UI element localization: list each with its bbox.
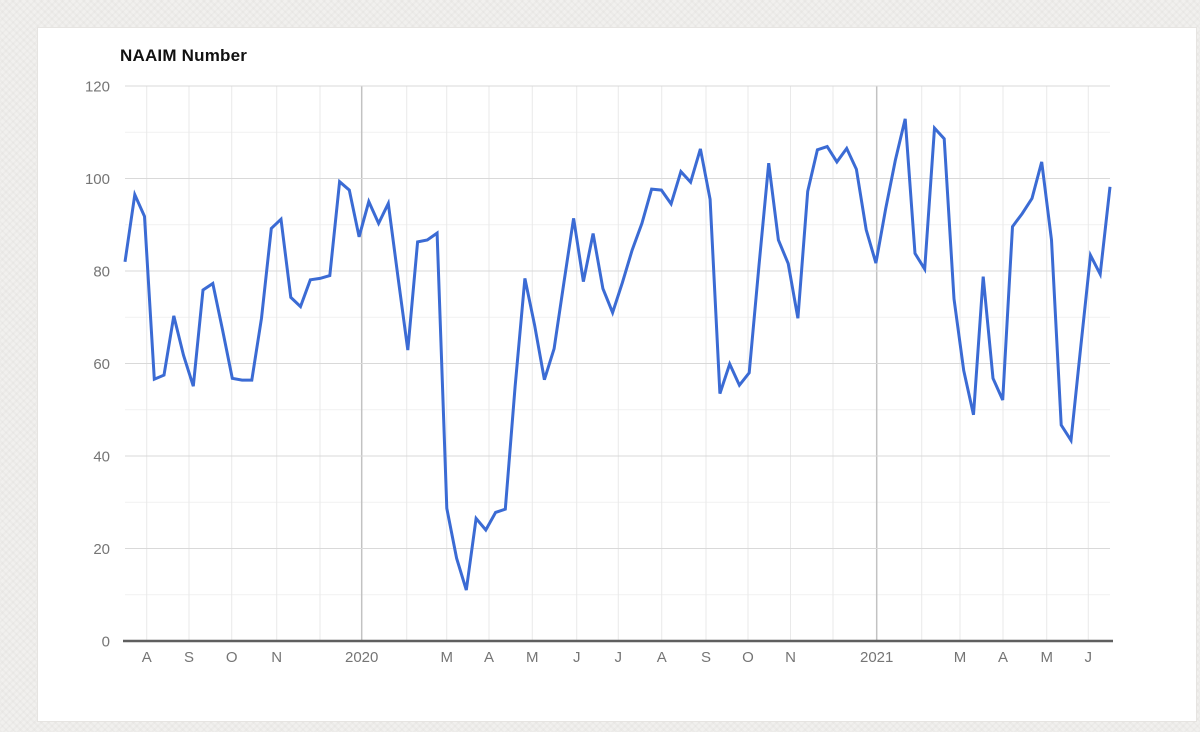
x-axis-tick-label: N [271, 649, 282, 666]
x-axis-tick-label: M [954, 649, 967, 666]
y-axis-tick-label: 60 [93, 356, 110, 373]
x-axis-tick-label: J [1085, 649, 1093, 666]
x-axis-tick-label: O [742, 649, 754, 666]
x-axis-tick-label: A [142, 649, 152, 666]
x-axis-tick-label: 2020 [345, 649, 378, 666]
x-axis-tick-label: M [440, 649, 453, 666]
x-axis-tick-label: M [526, 649, 539, 666]
y-axis-tick-label: 20 [93, 541, 110, 558]
x-axis-tick-label: N [785, 649, 796, 666]
y-axis-tick-label: 0 [102, 634, 110, 651]
y-axis-tick-label: 40 [93, 449, 110, 466]
x-axis-tick-label: O [226, 649, 238, 666]
y-axis-tick-label: 100 [85, 171, 110, 188]
naaim-series-line [123, 118, 1112, 591]
x-axis-tick-label: 2021 [860, 649, 893, 666]
chart-title: NAAIM Number [120, 46, 248, 65]
x-axis-tick-label: A [998, 649, 1008, 666]
x-axis-tick-label: A [657, 649, 667, 666]
x-axis-tick-label: S [701, 649, 711, 666]
x-axis-tick-label: M [1040, 649, 1053, 666]
x-axis-tick-label: S [184, 649, 194, 666]
x-axis-tick-label: J [573, 649, 581, 666]
x-axis-tick-label: A [484, 649, 494, 666]
y-axis-tick-label: 80 [93, 264, 110, 281]
y-axis-tick-label: 120 [85, 79, 110, 96]
x-axis-tick-label: J [615, 649, 623, 666]
